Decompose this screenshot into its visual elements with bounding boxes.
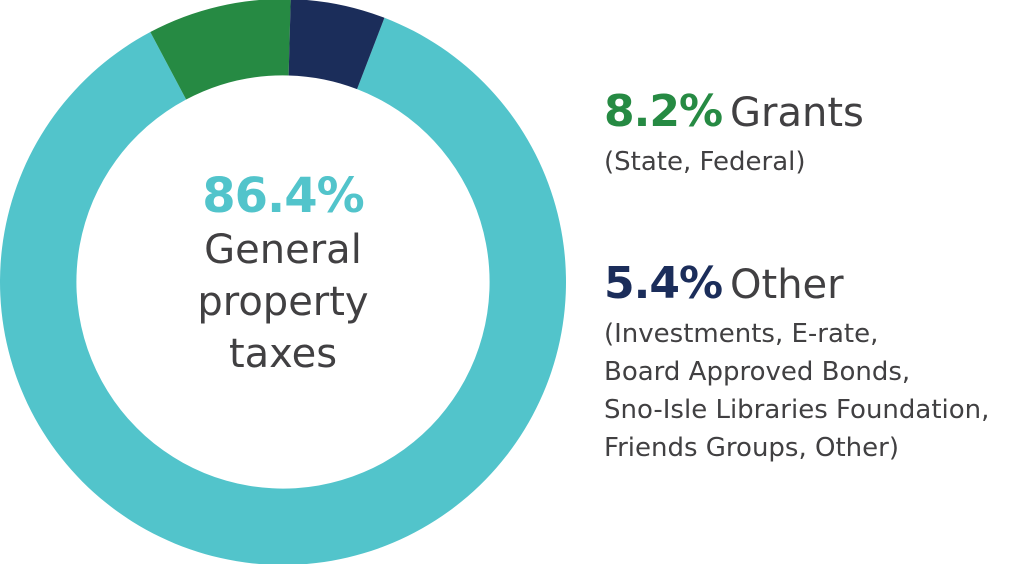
legend-detail-text: (State, Federal)	[604, 147, 806, 177]
legend-headline: 8.2% Grants	[604, 84, 864, 149]
legend-detail-text: (Investments, E-rate, Board Approved Bon…	[604, 319, 990, 463]
center-value-label: 86.4%	[202, 168, 365, 224]
center-label: 86.4% General property taxes	[163, 168, 403, 380]
legend-name-label: Grants	[730, 90, 864, 136]
slice-grants	[150, 0, 291, 100]
legend-entry-grants: 8.2% Grants (State, Federal)	[604, 84, 864, 181]
legend-entry-other: 5.4% Other (Investments, E-rate, Board Ap…	[604, 256, 989, 467]
legend-headline: 5.4% Other	[604, 256, 989, 321]
legend-value-label: 5.4%	[604, 258, 723, 309]
legend-name-label: Other	[730, 262, 844, 308]
slice-other	[288, 0, 385, 90]
legend-value-label: 8.2%	[604, 86, 723, 137]
center-name-label: General property taxes	[197, 227, 369, 377]
